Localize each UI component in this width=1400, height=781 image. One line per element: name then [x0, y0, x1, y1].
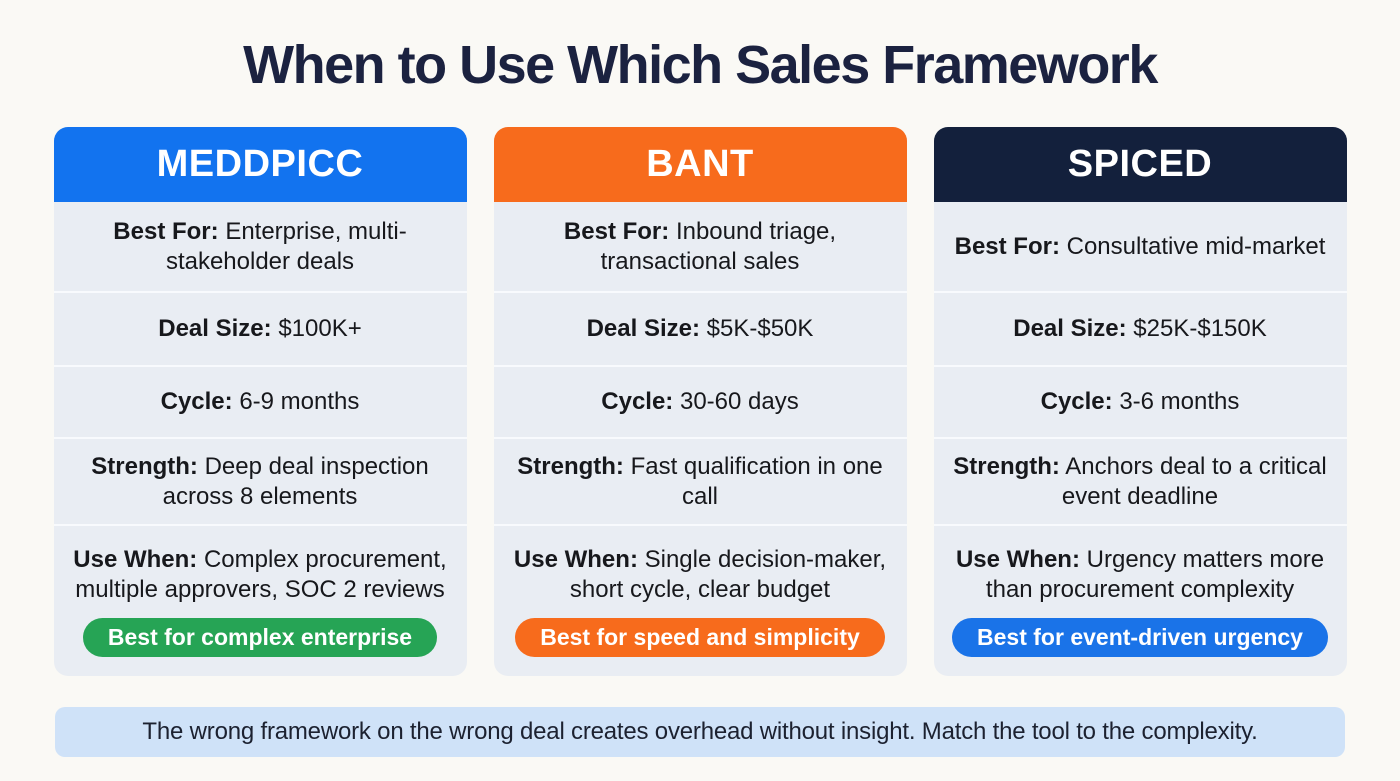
- row-label: Best For:: [113, 217, 219, 245]
- row-value: $100K+: [278, 315, 362, 342]
- row-label: Cycle:: [1040, 388, 1113, 415]
- footer-banner: The wrong framework on the wrong deal cr…: [55, 707, 1345, 757]
- card-row-deal-size: Deal Size: $5K-$50K: [493, 291, 907, 365]
- card-header-spiced: SPICED: [933, 127, 1347, 202]
- card-row-best-for: Best For: Consultative mid-market: [934, 202, 1347, 291]
- card-row-deal-size: Deal Size: $100K+: [53, 291, 467, 365]
- card-row-use-when: Use When: Urgency matters more than proc…: [933, 524, 1347, 676]
- row-value: $5K-$50K: [706, 315, 814, 342]
- recommendation-badge: Best for event-driven urgency: [952, 618, 1328, 657]
- row-label: Deal Size:: [158, 315, 272, 342]
- row-label: Deal Size:: [586, 315, 700, 342]
- card-row-cycle: Cycle: 30-60 days: [493, 365, 907, 437]
- row-label: Cycle:: [601, 388, 674, 415]
- row-label: Best For:: [563, 217, 670, 245]
- row-value: Enterprise, multi-stakeholder deals: [165, 217, 407, 275]
- card-body: Best For: Enterprise, multi-stakeholder …: [53, 202, 467, 676]
- framework-card-bant: BANT Best For: Inbound triage, transacti…: [493, 127, 907, 676]
- row-value: Consultative mid-market: [1066, 232, 1326, 260]
- row-value: Deep deal inspection across 8 elements: [162, 452, 429, 510]
- row-label: Deal Size:: [1013, 315, 1127, 342]
- row-label: Best For:: [954, 232, 1060, 260]
- card-row-cycle: Cycle: 6-9 months: [53, 365, 467, 437]
- card-row-use-when: Use When: Complex procurement, multiple …: [53, 524, 467, 676]
- row-value: $25K-$150K: [1133, 315, 1267, 342]
- row-value: 6-9 months: [239, 388, 360, 415]
- framework-card-spiced: SPICED Best For: Consultative mid-market…: [933, 127, 1347, 676]
- card-body: Best For: Consultative mid-market Deal S…: [933, 202, 1347, 676]
- card-row-strength: Strength: Deep deal inspection across 8 …: [53, 437, 467, 524]
- row-label: Use When:: [73, 546, 198, 573]
- card-row-best-for: Best For: Enterprise, multi-stakeholder …: [54, 202, 467, 291]
- row-value: Inbound triage, transactional sales: [600, 217, 837, 275]
- row-label: Strength:: [517, 452, 624, 480]
- card-row-cycle: Cycle: 3-6 months: [933, 365, 1347, 437]
- row-label: Strength:: [953, 452, 1060, 480]
- row-label: Use When:: [955, 546, 1080, 573]
- row-value: Single decision-maker, short cycle, clea…: [569, 546, 887, 603]
- row-value: Complex procurement, multiple approvers,…: [75, 546, 447, 603]
- card-body: Best For: Inbound triage, transactional …: [493, 202, 907, 676]
- row-value: Anchors deal to a critical event deadlin…: [1061, 452, 1327, 510]
- recommendation-badge: Best for speed and simplicity: [515, 618, 885, 657]
- card-row-best-for: Best For: Inbound triage, transactional …: [494, 202, 907, 291]
- card-header-meddpicc: MEDDPICC: [53, 127, 467, 202]
- card-row-deal-size: Deal Size: $25K-$150K: [933, 291, 1347, 365]
- recommendation-badge: Best for complex enterprise: [82, 618, 438, 657]
- page-title: When to Use Which Sales Framework: [243, 35, 1158, 95]
- row-value: Urgency matters more than procurement co…: [985, 546, 1325, 603]
- row-value: 30-60 days: [679, 388, 799, 415]
- row-value: 3-6 months: [1119, 388, 1240, 415]
- card-header-bant: BANT: [493, 127, 907, 202]
- row-value: Fast qualification in one call: [630, 452, 883, 510]
- card-row-strength: Strength: Anchors deal to a critical eve…: [933, 437, 1347, 524]
- footer-text: The wrong framework on the wrong deal cr…: [142, 718, 1258, 745]
- card-row-strength: Strength: Fast qualification in one call: [493, 437, 907, 524]
- framework-columns: MEDDPICC Best For: Enterprise, multi-sta…: [0, 127, 1400, 676]
- row-label: Use When:: [513, 546, 638, 573]
- row-label: Cycle:: [160, 388, 233, 415]
- framework-card-meddpicc: MEDDPICC Best For: Enterprise, multi-sta…: [53, 127, 467, 676]
- row-label: Strength:: [91, 452, 198, 480]
- card-row-use-when: Use When: Single decision-maker, short c…: [493, 524, 907, 676]
